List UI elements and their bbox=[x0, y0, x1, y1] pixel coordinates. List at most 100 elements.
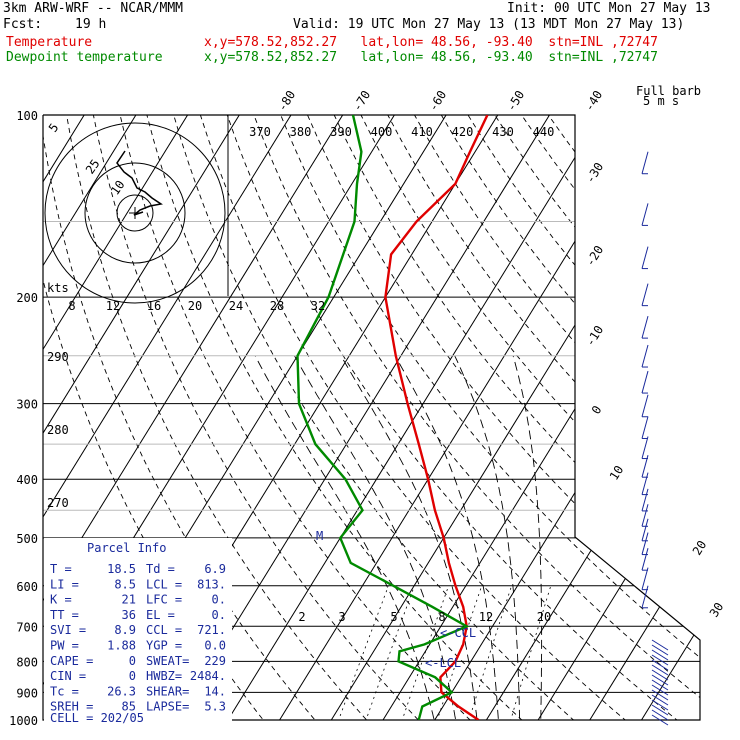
parcel-value: 0. bbox=[212, 593, 226, 607]
wind-barb-low bbox=[651, 714, 669, 726]
wind-barb-low bbox=[651, 699, 669, 711]
parcel-info-title: Parcel Info bbox=[87, 541, 166, 555]
wind-barb bbox=[641, 472, 649, 495]
parcel-value: 2484. bbox=[190, 669, 226, 683]
theta-label: 430 bbox=[492, 125, 514, 139]
mixing-ratio-label: 20 bbox=[537, 610, 551, 624]
wind-barb-low bbox=[651, 694, 669, 706]
valid-time: Valid: 19 UTC Mon 27 May 13 (13 MDT Mon … bbox=[293, 17, 685, 32]
parcel-key: TT = bbox=[50, 608, 79, 622]
mixing-ratio-line bbox=[361, 585, 415, 720]
wind-barb bbox=[641, 203, 649, 226]
parcel-value: 18.5 bbox=[107, 562, 136, 576]
isotherm-right-label: 0 bbox=[589, 403, 605, 417]
wind-barb bbox=[641, 436, 649, 459]
hodograph-speed-label: 8 bbox=[68, 299, 75, 313]
isotherm-line bbox=[43, 115, 257, 720]
theta-label: 440 bbox=[533, 125, 555, 139]
parcel-key: YGP = bbox=[146, 639, 182, 653]
isotherm-line bbox=[322, 115, 700, 720]
pressure-tick-label: 1000 bbox=[9, 714, 38, 728]
parcel-value: 36 bbox=[122, 608, 136, 622]
parcel-key: T = bbox=[50, 562, 72, 576]
isotherm-right-label: 30 bbox=[707, 600, 727, 620]
wind-barb bbox=[641, 518, 649, 541]
wind-barb-low bbox=[651, 659, 669, 671]
theta-label: 410 bbox=[411, 125, 433, 139]
parcel-key: Td = bbox=[146, 562, 175, 576]
forecast-hour: 19 h bbox=[75, 17, 107, 32]
isotherm-line bbox=[478, 115, 700, 720]
isotherm-right-label: -10 bbox=[583, 323, 606, 349]
legend-dewpoint-label: Dewpoint temperature bbox=[6, 50, 163, 65]
parcel-value: 0.0 bbox=[204, 639, 226, 653]
parcel-key: Tc = bbox=[50, 684, 79, 698]
wind-barb bbox=[641, 455, 649, 478]
dry-adiabat bbox=[165, 115, 589, 720]
theta-label: 370 bbox=[249, 125, 271, 139]
parcel-key: SREH = bbox=[50, 700, 93, 714]
mixing-ratio-label: 8 bbox=[438, 610, 445, 624]
pressure-tick-label: 800 bbox=[16, 655, 38, 669]
isotherm-line bbox=[529, 115, 700, 720]
hodograph-speed-label: 24 bbox=[229, 299, 243, 313]
hodograph-ring bbox=[84, 162, 186, 264]
wind-barb-low bbox=[651, 679, 669, 691]
isotherm-top-label: -40 bbox=[582, 88, 605, 114]
wind-barb bbox=[641, 394, 649, 417]
mixing-ratio-label: 12 bbox=[479, 610, 493, 624]
wind-barb bbox=[641, 548, 649, 571]
isotherm-top-label: -70 bbox=[350, 88, 373, 114]
moist-adiabat bbox=[512, 355, 543, 720]
wind-barb-low bbox=[651, 664, 669, 676]
chart-header: 3km ARW-WRF -- NCAR/MMM Init: 00 UTC Mon… bbox=[0, 0, 740, 70]
legend-temperature-label: Temperature bbox=[6, 35, 93, 50]
isotherm-line bbox=[581, 115, 700, 720]
dry-adiabat bbox=[139, 115, 537, 720]
temperature-profile bbox=[384, 115, 489, 720]
theta-label: 390 bbox=[330, 125, 352, 139]
pressure-tick-label: 200 bbox=[16, 291, 38, 305]
lcl-label: <-LCL bbox=[425, 656, 461, 670]
forecast-label: Fcst: bbox=[3, 17, 43, 32]
parcel-value: 8.5 bbox=[114, 577, 136, 591]
hodograph-ring-label: 10 bbox=[108, 178, 128, 198]
parcel-value: 14. bbox=[204, 684, 226, 698]
wind-barb bbox=[641, 344, 649, 368]
parcel-key: PW = bbox=[50, 639, 79, 653]
parcel-key: HWBZ= bbox=[146, 669, 182, 683]
theta-left-label: 290 bbox=[47, 350, 69, 364]
parcel-key: LAPSE= bbox=[146, 700, 189, 714]
isotherm-top-label: -60 bbox=[426, 88, 449, 114]
init-time: Init: 00 UTC Mon 27 May 13 bbox=[507, 1, 711, 16]
isotherm-right-label: 20 bbox=[690, 538, 710, 558]
hodograph-ring-label: 5 bbox=[46, 121, 62, 135]
parcel-key: K = bbox=[50, 593, 72, 607]
mixing-ratio-label: 2 bbox=[298, 610, 305, 624]
mixing-ratio-line bbox=[333, 585, 389, 720]
mixing-ratio-label: 5 bbox=[390, 610, 397, 624]
model-title: 3km ARW-WRF -- NCAR/MMM bbox=[3, 1, 184, 16]
legend-dewpoint-location: x,y=578.52,852.27 lat,lon= 48.56, -93.40… bbox=[204, 50, 658, 65]
parcel-value: 26.3 bbox=[107, 684, 136, 698]
parcel-value: 5.3 bbox=[204, 700, 226, 714]
wind-barb bbox=[641, 370, 649, 394]
theta-label: 400 bbox=[371, 125, 393, 139]
wind-barb bbox=[641, 315, 649, 339]
parcel-key: CIN = bbox=[50, 669, 86, 683]
parcel-key: CAPE = bbox=[50, 654, 93, 668]
isotherm-right-label: -30 bbox=[583, 160, 606, 186]
dry-adiabat bbox=[373, 115, 700, 720]
moist-adiabat bbox=[340, 355, 479, 720]
wind-barb bbox=[641, 585, 649, 608]
theta-left-label: 280 bbox=[47, 423, 69, 437]
wind-barb bbox=[641, 283, 649, 306]
wind-barb bbox=[641, 246, 649, 269]
pressure-tick-label: 300 bbox=[16, 398, 38, 412]
pressure-tick-label: 600 bbox=[16, 580, 38, 594]
parcel-value: 85 bbox=[122, 700, 136, 714]
hodograph-ring-label: 25 bbox=[83, 157, 103, 177]
hodograph-speed-label: 20 bbox=[188, 299, 202, 313]
wind-barb bbox=[641, 416, 649, 439]
